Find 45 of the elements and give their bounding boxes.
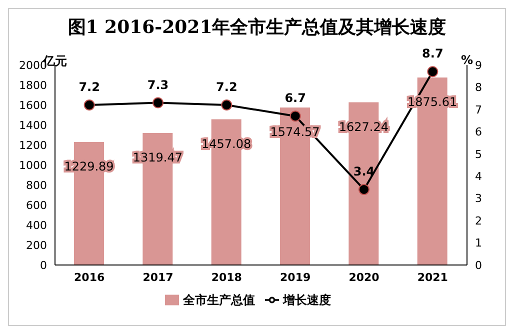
y-tick-label: 200 (26, 238, 47, 252)
point (152, 97, 164, 108)
data-label: 1457.08 (202, 136, 252, 151)
x-tick-label: 2017 (142, 270, 174, 284)
y-tick-label: 0 (40, 258, 47, 272)
y2-tick-label: 0 (475, 258, 482, 272)
y-tick-label: 1600 (19, 98, 47, 112)
point (358, 184, 370, 195)
y-tick-label: 1800 (19, 78, 47, 92)
y2-tick-label: 9 (475, 58, 482, 72)
data-label: 7.3 (147, 78, 169, 92)
y2-axis-title: % (461, 53, 474, 67)
y2-tick-label: 2 (475, 214, 482, 228)
y-tick-label: 600 (26, 198, 47, 212)
legend-label: 增长速度 (283, 293, 331, 307)
x-tick-label: 2020 (348, 270, 380, 284)
point (84, 100, 95, 110)
data-label: 1319.47 (132, 150, 182, 165)
y2-tick-label: 1 (475, 236, 482, 250)
y2-tick-label: 5 (475, 148, 482, 161)
y-tick-label: 1200 (19, 138, 47, 152)
point (427, 66, 438, 78)
y-tick-label: 800 (26, 178, 47, 192)
y2-tick-label: 8 (475, 81, 482, 94)
chart-title: 图1 2016-2021年全市生产总值及其增长速度 (66, 16, 448, 39)
legend-label: 全市生产总值 (183, 293, 255, 307)
data-label: 6.7 (284, 91, 306, 106)
x-tick-label: 2018 (211, 270, 242, 284)
y-tick-label: 400 (26, 218, 47, 232)
data-label: 1229.89 (64, 160, 114, 174)
data-label: 7.2 (78, 80, 100, 94)
point (221, 100, 232, 110)
y2-tick-label: 4 (475, 170, 482, 184)
y-tick-label: 1400 (19, 118, 47, 132)
point (290, 110, 301, 122)
x-tick-label: 2021 (417, 270, 448, 284)
x-tick-label: 2016 (74, 270, 105, 284)
y-tick-label: 1000 (19, 158, 47, 172)
y2-tick-label: 7 (475, 103, 482, 116)
data-label: 1627.24 (338, 120, 388, 134)
y2-tick-label: 3 (475, 192, 482, 206)
data-label: 8.7 (422, 46, 444, 61)
x-tick-label: 2019 (280, 270, 311, 284)
data-label: 7.2 (216, 80, 238, 94)
y2-tick-label: 6 (475, 126, 482, 139)
